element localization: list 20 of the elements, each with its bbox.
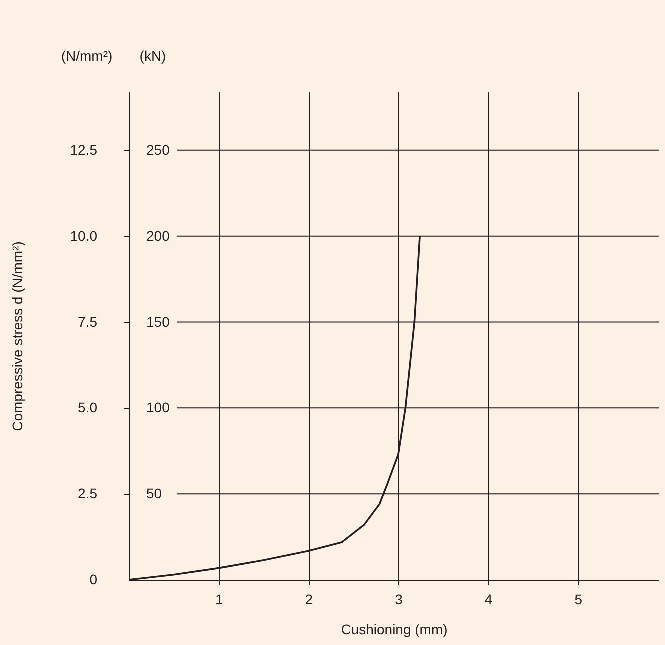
y-tick-label: 7.5 [78, 314, 98, 330]
text: (kN) [140, 48, 166, 64]
y2-tick-label: 250 [146, 142, 170, 158]
y-tick-label: 12.5 [70, 142, 98, 158]
x-tick-label: 1 [215, 592, 224, 608]
x-tick-label: 5 [574, 592, 583, 608]
y-tick-label: 2.5 [78, 486, 98, 502]
x-axis-title: Cushioning (mm) [341, 622, 448, 638]
y2-tick-label: 50 [146, 486, 162, 502]
y-tick-label: 5.0 [78, 400, 98, 416]
y2-tick-label: 150 [146, 314, 170, 330]
text: (N/mm²) [61, 48, 113, 64]
y2-tick-label: 200 [146, 228, 170, 244]
x-tick-label: 2 [305, 592, 314, 608]
y-tick-label: 0 [90, 572, 98, 588]
y-axis-title: Compressive stress d (N/mm²) [9, 242, 26, 432]
y2-tick-label: 100 [146, 400, 170, 416]
y-tick-label: 10.0 [70, 228, 98, 244]
x-tick-label: 3 [395, 592, 404, 608]
x-tick-label: 4 [484, 592, 493, 608]
